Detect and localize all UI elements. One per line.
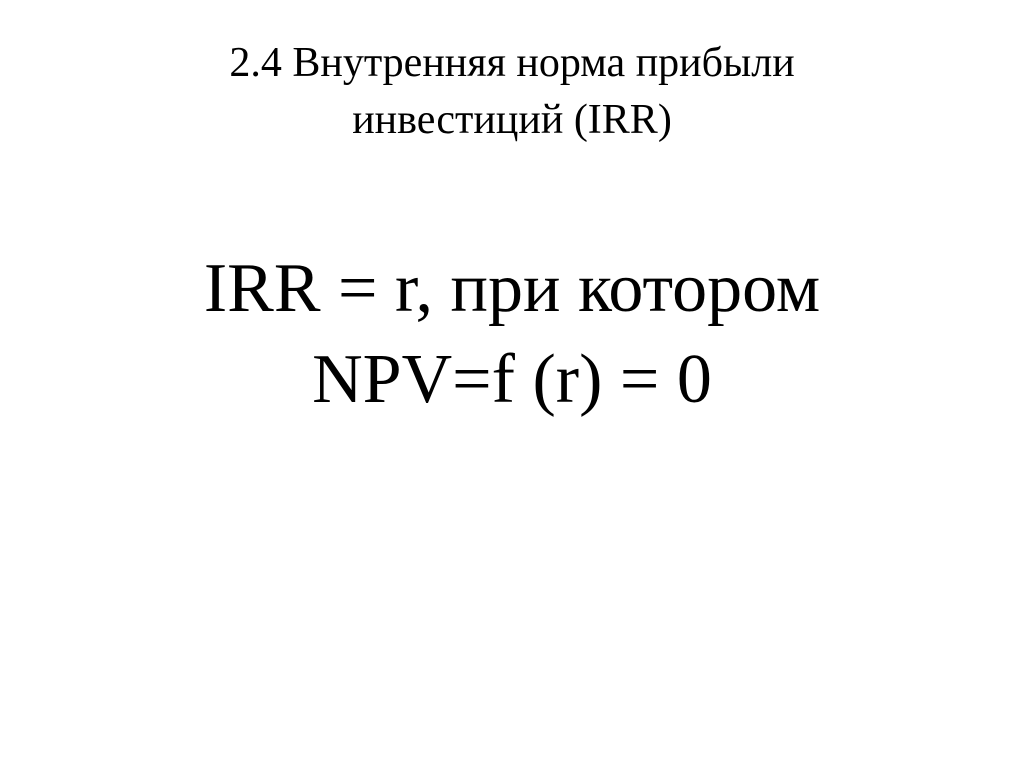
formula-content: IRR = r, при котором NPV=f (r) = 0: [0, 243, 1024, 425]
slide-title: 2.4 Внутренняя норма прибыли инвестиций …: [0, 35, 1024, 148]
formula-line-1: IRR = r, при котором: [0, 243, 1024, 334]
title-line-1: 2.4 Внутренняя норма прибыли: [0, 35, 1024, 92]
title-line-2: инвестиций (IRR): [0, 92, 1024, 149]
formula-line-2: NPV=f (r) = 0: [0, 334, 1024, 425]
